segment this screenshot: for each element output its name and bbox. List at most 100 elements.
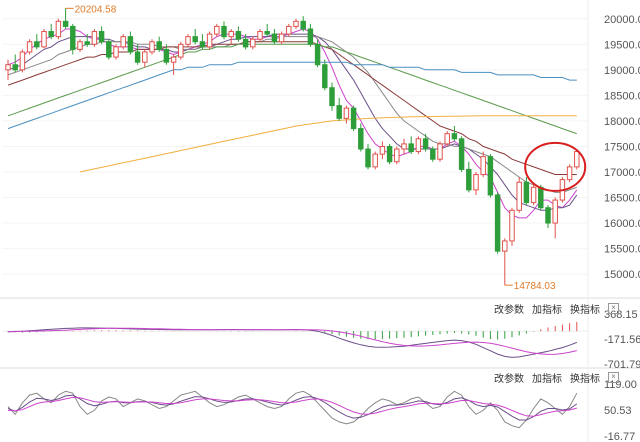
candle-body (336, 105, 342, 119)
candle-body (466, 168, 472, 191)
candle-body (62, 20, 69, 27)
candle-body (70, 25, 76, 50)
candle-body (574, 151, 580, 168)
add-indicator-button[interactable]: 加指标 (532, 305, 562, 316)
change-params-button[interactable]: 改参数 (494, 374, 524, 385)
candle-body (502, 240, 508, 252)
candle-body (199, 41, 206, 48)
candle-body (552, 199, 558, 224)
close-icon[interactable]: × (608, 303, 619, 314)
candle-body (91, 31, 98, 45)
candle-body (509, 209, 515, 242)
candle-body (523, 181, 530, 204)
candle-body (451, 133, 458, 140)
price-tick-label: 17000.0 (604, 167, 640, 179)
switch-indicator-button[interactable]: 换指标 (570, 305, 600, 316)
candle-body (307, 28, 314, 45)
candle-body (214, 25, 220, 35)
candle-body (5, 64, 11, 71)
candle-body (487, 156, 494, 196)
ma-line-ma60 (7, 41, 577, 175)
candle-body (300, 20, 306, 30)
price-tick-label: 18000.0 (604, 116, 640, 128)
candle-body (394, 148, 400, 163)
candle-body (142, 51, 148, 63)
candle-body (516, 181, 522, 211)
macd-dea-line (7, 327, 577, 355)
candle-body (408, 143, 414, 153)
candle-body (480, 156, 486, 176)
ma-line-ma120 (7, 43, 577, 135)
candle-body (422, 138, 429, 150)
candle-body (127, 36, 134, 53)
candle-body (264, 31, 270, 35)
price-tick-label: 15000.0 (604, 269, 640, 281)
change-params-button[interactable]: 改参数 (494, 305, 524, 316)
candle-body (156, 41, 162, 50)
macd-tick-label: -171.56 (604, 334, 640, 346)
candle-body (350, 107, 357, 130)
candle-body (206, 33, 213, 48)
candle-body (120, 36, 126, 48)
candle-body (530, 186, 537, 204)
macd-toolbar: 改参数 加指标 换指标 × (494, 301, 619, 316)
close-icon[interactable]: × (608, 372, 619, 383)
candle-body (55, 20, 62, 38)
candle-body (19, 51, 26, 71)
highlight-circle (524, 141, 587, 192)
candle-body (242, 38, 249, 48)
candle-body (34, 41, 40, 48)
switch-indicator-button[interactable]: 换指标 (570, 374, 600, 385)
candle-body (278, 33, 285, 43)
kdj-tick-label: 50.53 (604, 405, 632, 417)
candle-body (444, 133, 450, 145)
candle-body (192, 36, 198, 43)
price-tick-label: 16000.0 (604, 218, 640, 230)
candle-body (415, 138, 422, 153)
candle-body (379, 145, 386, 155)
macd-tick-label: 368.15 (604, 309, 638, 321)
candle-body (12, 64, 18, 71)
candle-body (293, 20, 299, 27)
price-tick-label: 19000.0 (604, 65, 640, 77)
candle-body (257, 31, 263, 40)
candle-body (228, 31, 234, 38)
candle-body (41, 31, 47, 48)
candle-body (98, 31, 105, 43)
candle-body (185, 36, 191, 45)
ma-line-ma250 (7, 61, 577, 130)
candle-body (149, 41, 155, 53)
candle-body (494, 194, 501, 252)
candle-body (286, 25, 292, 35)
candle-body (178, 43, 184, 58)
candle-body (437, 143, 443, 160)
candle-body (113, 46, 119, 58)
price-tick-label: 20000.0 (604, 14, 640, 26)
candle-body (235, 31, 242, 40)
candle-body (458, 138, 465, 170)
high-value-label: 20204.58 (75, 4, 117, 15)
candle-body (77, 41, 83, 50)
candle-body (358, 128, 364, 150)
candle-body (314, 43, 321, 66)
add-indicator-button[interactable]: 加指标 (532, 374, 562, 385)
candle-body (134, 51, 141, 63)
candle-body (48, 31, 54, 38)
candle-body (538, 186, 544, 209)
candle-body (84, 41, 90, 45)
candle-body (250, 38, 256, 48)
price-tick-label: 17500.0 (604, 141, 640, 153)
macd-dif-line (7, 327, 577, 358)
candle-body (170, 56, 177, 63)
candle-body (106, 41, 112, 58)
candle-body (163, 48, 170, 63)
price-tick-label: 18500.0 (604, 90, 640, 102)
candle-body (221, 25, 227, 38)
candle-body (473, 174, 479, 191)
kdj-toolbar: 改参数 加指标 换指标 × (494, 370, 619, 385)
candle-body (365, 148, 371, 168)
candle-body (271, 33, 278, 43)
kdj-line-2 (7, 396, 577, 417)
candle-body (322, 64, 328, 89)
